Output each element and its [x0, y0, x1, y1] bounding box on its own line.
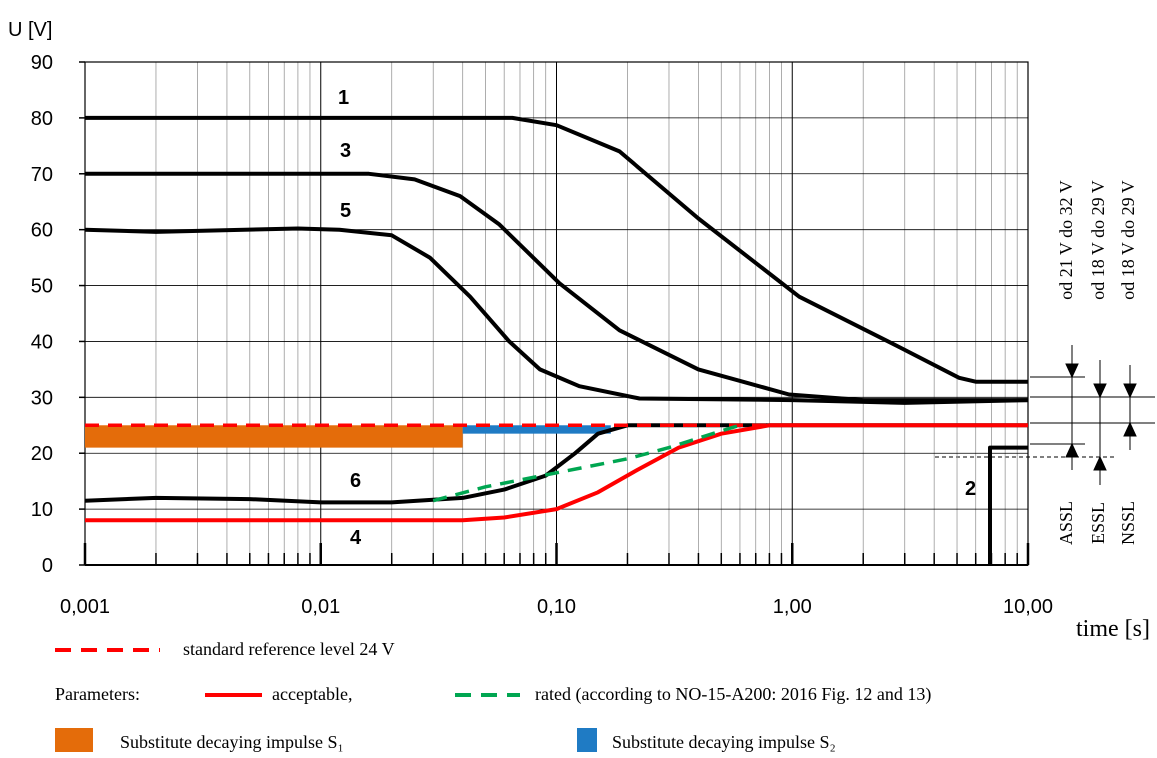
side-label: NSSL: [1118, 501, 1138, 545]
side-range: od 18 V do 29 V: [1088, 180, 1108, 300]
y-tick-label: 90: [31, 52, 53, 74]
series-line: [988, 445, 1028, 565]
y-tick-label: 30: [31, 387, 53, 409]
impulse-band: [85, 425, 463, 448]
y-tick-label: 50: [31, 276, 53, 298]
x-tick-label: 0,001: [60, 596, 110, 618]
y-tick-label: 70: [31, 164, 53, 186]
y-tick-label: 20: [31, 443, 53, 465]
curve-label: 6: [350, 470, 361, 492]
x-tick-label: 0,01: [301, 596, 340, 618]
curve-label: 4: [350, 527, 362, 549]
legend-swatch: [577, 728, 597, 752]
y-tick-label: 0: [42, 555, 53, 577]
curve-label: 2: [965, 478, 976, 500]
legend-label: acceptable,: [272, 684, 352, 704]
series-line: [85, 171, 1028, 403]
x-tick-label: 1,00: [773, 596, 812, 618]
curve-label: 3: [340, 140, 351, 162]
x-tick-label: 10,00: [1003, 596, 1053, 618]
x-tick-label: 0,10: [537, 596, 576, 618]
curve-label: 1: [338, 87, 349, 109]
legend-label: standard reference level 24 V: [183, 639, 395, 659]
legend-title: Parameters:: [55, 684, 140, 704]
side-range: od 21 V do 32 V: [1056, 180, 1076, 300]
side-annotations: [935, 345, 1155, 485]
series-line: [84, 226, 1029, 405]
y-tick-label: 40: [31, 331, 53, 353]
y-tick-label: 80: [31, 108, 53, 130]
curve-label: 5: [340, 200, 351, 222]
arrow-heads: [1065, 363, 1137, 471]
legend-swatch: [55, 728, 93, 752]
legend-label: Substitute decaying impulse S₂: [612, 732, 836, 752]
series-line: [432, 423, 741, 503]
x-axis-label: time [s]: [1076, 616, 1150, 642]
y-axis-label: U [V]: [8, 19, 52, 41]
legend-label: Substitute decaying impulse S₁: [120, 732, 344, 752]
legend-label: rated (according to NO-15-A200: 2016 Fig…: [535, 684, 931, 705]
side-range: od 18 V do 29 V: [1118, 180, 1138, 300]
series-line: [84, 423, 1028, 505]
y-tick-label: 60: [31, 220, 53, 242]
series-line: [85, 115, 1028, 384]
side-label: ASSL: [1056, 501, 1076, 545]
impulse-band: [462, 425, 611, 434]
y-tick-label: 10: [31, 499, 53, 521]
series-line: [85, 423, 1028, 523]
side-label: ESSL: [1088, 502, 1108, 544]
